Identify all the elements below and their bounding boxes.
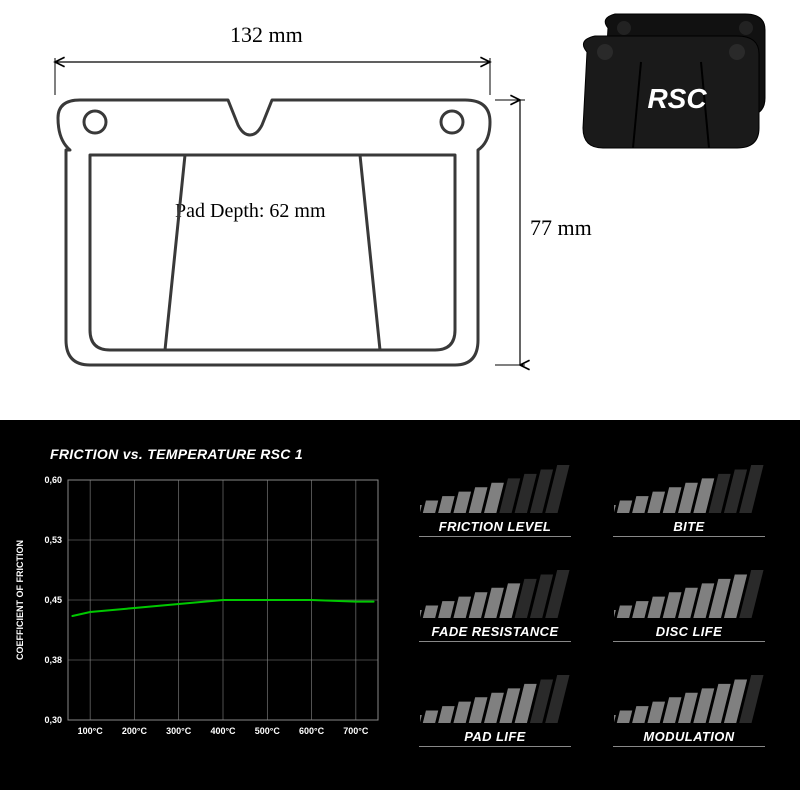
rating-label: PAD LIFE [419, 729, 572, 747]
rating-bars [614, 463, 764, 513]
rating-label: BITE [613, 519, 766, 537]
product-logo-text: RSC [647, 83, 707, 114]
rating-modulation: MODULATION [606, 663, 772, 758]
rating-bite: BITE [606, 452, 772, 547]
product-photo: RSC [565, 0, 790, 150]
svg-text:700°C: 700°C [343, 726, 369, 736]
svg-text:200°C: 200°C [122, 726, 148, 736]
rating-bars [614, 568, 764, 618]
rating-disc-life: DISC LIFE [606, 557, 772, 652]
svg-text:600°C: 600°C [299, 726, 325, 736]
svg-text:300°C: 300°C [166, 726, 192, 736]
rating-label: DISC LIFE [613, 624, 766, 642]
friction-chart: FRICTION vs. TEMPERATURE RSC 1 0,300,380… [0, 420, 400, 790]
rating-pad-life: PAD LIFE [412, 663, 578, 758]
svg-text:COEFFICIENT OF FRICTION: COEFFICIENT OF FRICTION [15, 540, 25, 660]
svg-text:0,60: 0,60 [44, 475, 62, 485]
rating-fade-resistance: FADE RESISTANCE [412, 557, 578, 652]
svg-text:0,30: 0,30 [44, 715, 62, 725]
rating-label: MODULATION [613, 729, 766, 747]
rating-label: FADE RESISTANCE [419, 624, 572, 642]
svg-text:100°C: 100°C [78, 726, 104, 736]
pad-dimension-diagram: 132 mm 77 mm Pad Depth: 62 mm [0, 0, 800, 420]
rating-bars [420, 673, 570, 723]
ratings-grid: FRICTION LEVEL BITE FADE RESISTANCE DISC LI… [400, 420, 800, 790]
svg-text:500°C: 500°C [255, 726, 281, 736]
rating-label: FRICTION LEVEL [419, 519, 572, 537]
svg-text:400°C: 400°C [210, 726, 236, 736]
svg-text:0,53: 0,53 [44, 535, 62, 545]
svg-text:0,45: 0,45 [44, 595, 62, 605]
rating-bars [420, 463, 570, 513]
rating-friction-level: FRICTION LEVEL [412, 452, 578, 547]
friction-chart-svg: 0,30 0,38 0,45 0,53 0,60 100°C 200°C 300°C 400°C… [0, 420, 400, 790]
svg-text:0,38: 0,38 [44, 655, 62, 665]
rating-bars [420, 568, 570, 618]
rating-bars [614, 673, 764, 723]
performance-panel: FRICTION vs. TEMPERATURE RSC 1 0,300,380… [0, 420, 800, 790]
